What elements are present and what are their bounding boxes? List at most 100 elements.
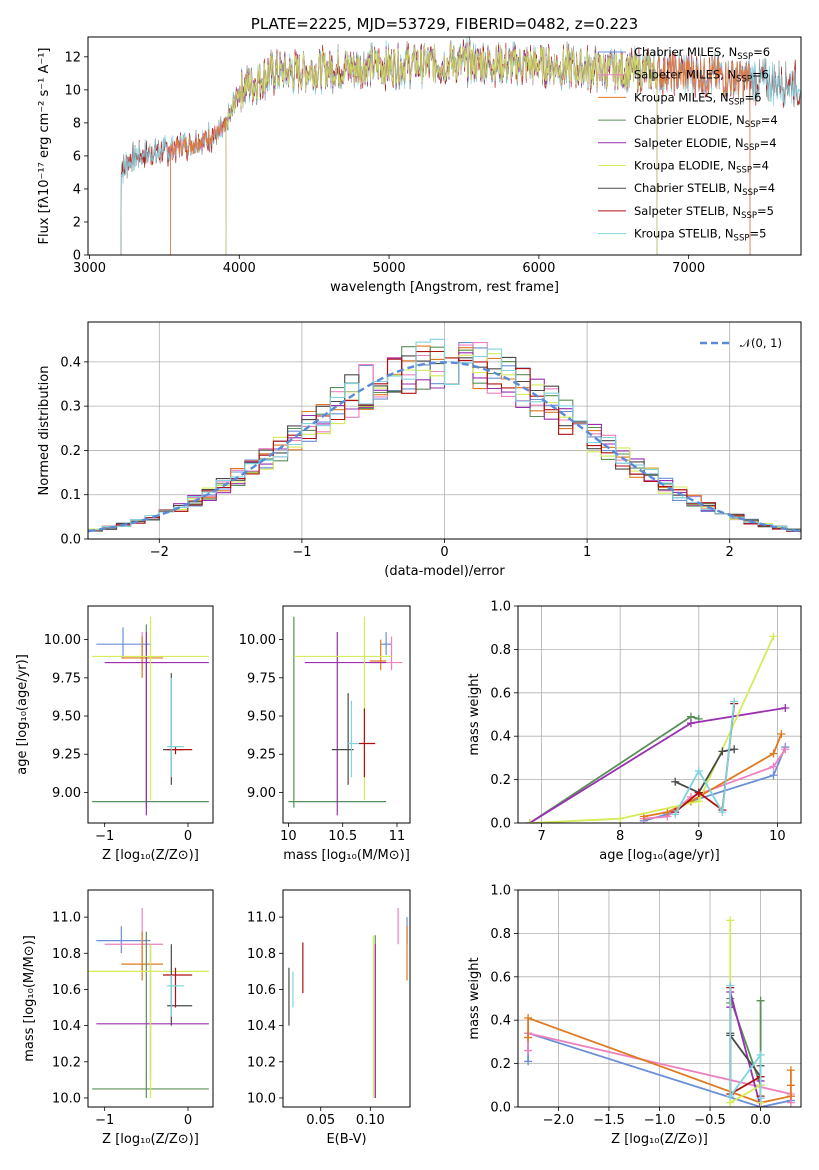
legend-entry: Chabrier MILES, NSSP=6 xyxy=(634,45,770,62)
weight-line-kroupa-miles-marker xyxy=(777,730,786,739)
x-tick-label: 0.05 xyxy=(306,1113,335,1128)
y-tick-label: 10.00 xyxy=(44,633,81,648)
y-tick-label: 9.50 xyxy=(52,710,81,725)
y-tick-label: 0.4 xyxy=(490,1014,511,1029)
x-tick-label: −1.0 xyxy=(644,1113,676,1128)
y-tick-label: 9.00 xyxy=(247,786,276,801)
y-tick-label: 10.0 xyxy=(52,1091,81,1106)
x-axis-label: (data-model)/error xyxy=(384,564,505,579)
y-tick-label: 1.0 xyxy=(490,884,511,899)
weight-line-salpeter-stelib-marker xyxy=(694,788,703,797)
y-tick-label: 0.4 xyxy=(490,730,511,745)
chart-residuals: −2 −1 0 1 2 0.0 0.1 0.2 0.3 0.4 (data-model)/error… xyxy=(37,321,802,579)
x-tick-label: 7000 xyxy=(672,261,705,276)
weight-line-salpeter-miles-marker xyxy=(781,745,790,754)
legend-entry: Kroupa MILES, NSSP=6 xyxy=(634,90,761,107)
axes-frame xyxy=(87,889,214,1108)
weight-line-kroupa-stelib-marker xyxy=(694,766,703,775)
y-tick-label: 10.8 xyxy=(247,947,276,962)
weight-line-chabrier-stelib-marker xyxy=(671,777,680,786)
weight-line-chabrier-miles-marker xyxy=(769,771,778,780)
y-tick-label: 10.2 xyxy=(247,1055,276,1070)
plot-area xyxy=(88,338,801,533)
weight-line-salpeter-elodie xyxy=(529,707,786,823)
plot-area xyxy=(525,632,790,823)
weight-line-kroupa-elodie-marker xyxy=(769,632,778,641)
weight-line-kroupa-stelib-marker xyxy=(718,808,727,817)
plot-area xyxy=(288,616,403,816)
chart-mass_vs_Z: −1 0 10.0 10.2 10.4 10.6 10.8 11.0 Z [log₁₀(Z/Z⊙… xyxy=(22,889,214,1147)
weight-line-kroupa-stelib-marker xyxy=(726,1092,735,1101)
y-tick-label: 9.25 xyxy=(52,748,81,763)
chart-weight_vs_age: 7 8 9 10 0.0 0.2 0.4 0.6 0.8 1.0 age [log₁₀(age/yr… xyxy=(467,600,802,863)
y-tick-label: 9.25 xyxy=(247,748,276,763)
y-tick-label: 12 xyxy=(64,50,81,65)
weight-line-salpeter-stelib xyxy=(674,703,736,813)
weight-line-kroupa-stelib-marker xyxy=(756,1050,765,1059)
weight-line-salpeter-elodie-marker xyxy=(686,719,695,728)
plot-area xyxy=(120,37,801,255)
y-axis-label: mass weight xyxy=(467,957,482,1039)
axes: 10 10.5 11 9.00 9.25 9.50 9.75 10.00 mass [log₁₀… xyxy=(239,605,411,863)
y-tick-label: 2 xyxy=(73,215,81,230)
y-tick-label: 10.00 xyxy=(239,633,276,648)
legend: Chabrier MILES, NSSP=6 Salpeter MILES, NS… xyxy=(598,45,778,244)
y-tick-label: 11.0 xyxy=(52,911,81,926)
weight-line-salpeter-miles-marker xyxy=(524,1046,533,1055)
y-tick-label: 0.6 xyxy=(490,970,511,985)
x-axis-label: Z [log₁₀(Z/Z⊙)] xyxy=(102,848,199,863)
legend-entry: 𝒩(0, 1) xyxy=(740,336,782,350)
weight-line-kroupa-stelib-marker xyxy=(671,810,680,819)
y-tick-label: 10.4 xyxy=(52,1019,81,1034)
y-tick-label: 9.75 xyxy=(52,671,81,686)
y-tick-label: 10.6 xyxy=(247,983,276,998)
chart-title: PLATE=2225, MJD=53729, FIBERID=0482, z=0… xyxy=(251,15,638,33)
y-tick-label: 0.2 xyxy=(490,1057,511,1072)
legend-entry: Chabrier ELODIE, NSSP=4 xyxy=(634,113,778,130)
x-tick-label: −1.5 xyxy=(593,1113,625,1128)
x-tick-label: 11 xyxy=(389,829,406,844)
x-tick-label: 2 xyxy=(726,545,734,560)
y-tick-label: 0.0 xyxy=(490,817,511,832)
x-tick-label: −0.5 xyxy=(694,1113,726,1128)
y-tick-label: 10.8 xyxy=(52,947,81,962)
x-tick-label: 6000 xyxy=(522,261,555,276)
weight-line-kroupa-elodie-marker xyxy=(616,814,625,823)
x-axis-label: Z [log₁₀(Z/Z⊙)] xyxy=(102,1132,199,1147)
y-tick-label: 9.50 xyxy=(247,710,276,725)
x-tick-label: −2 xyxy=(150,545,169,560)
y-axis-label: mass [log₁₀(M/M⊙)] xyxy=(22,935,37,1062)
x-tick-label: 10 xyxy=(769,829,786,844)
y-tick-label: 9.75 xyxy=(247,671,276,686)
y-tick-label: 11.0 xyxy=(247,911,276,926)
x-tick-label: 7 xyxy=(537,829,545,844)
y-tick-label: 6 xyxy=(73,149,81,164)
x-tick-label: 0 xyxy=(440,545,448,560)
x-tick-label: 5000 xyxy=(373,261,406,276)
legend-entry: Chabrier STELIB, NSSP=4 xyxy=(634,181,775,198)
y-tick-label: 10.4 xyxy=(247,1019,276,1034)
x-axis-label: mass [log₁₀(M/M⊙)] xyxy=(283,848,410,863)
x-tick-label: −1 xyxy=(95,829,114,844)
axes: −2 −1 0 1 2 0.0 0.1 0.2 0.3 0.4 (data-model)/error… xyxy=(37,321,802,579)
chart-mass_vs_ebv: 0.05 0.10 10.0 10.2 10.4 10.6 10.8 11.0 E(B-V) xyxy=(247,889,411,1147)
x-tick-label: 0.10 xyxy=(356,1113,385,1128)
chart-spectrum: 3000 4000 5000 6000 7000 0 2 4 6 8 10 12 wavelength … xyxy=(37,15,802,295)
y-tick-label: 1.0 xyxy=(490,600,511,615)
y-tick-label: 9.00 xyxy=(52,786,81,801)
axes: −1 0 10.0 10.2 10.4 10.6 10.8 11.0 Z [log₁₀(Z/Z⊙… xyxy=(22,889,214,1147)
x-tick-label: −2.0 xyxy=(543,1113,575,1128)
x-tick-label: 0.0 xyxy=(750,1113,771,1128)
weight-line-salpeter-elodie-marker xyxy=(781,703,790,712)
weight-line-kroupa-stelib xyxy=(674,701,736,815)
plot-area xyxy=(92,616,209,816)
y-tick-label: 0.2 xyxy=(60,444,81,459)
x-tick-label: 10 xyxy=(280,829,297,844)
plot-area xyxy=(88,908,209,1098)
y-tick-label: 4 xyxy=(73,182,81,197)
y-tick-label: 10.6 xyxy=(52,983,81,998)
x-axis-label: E(B-V) xyxy=(326,1132,366,1147)
y-tick-label: 10.2 xyxy=(52,1055,81,1070)
weight-line-kroupa-miles-marker xyxy=(524,1014,533,1023)
